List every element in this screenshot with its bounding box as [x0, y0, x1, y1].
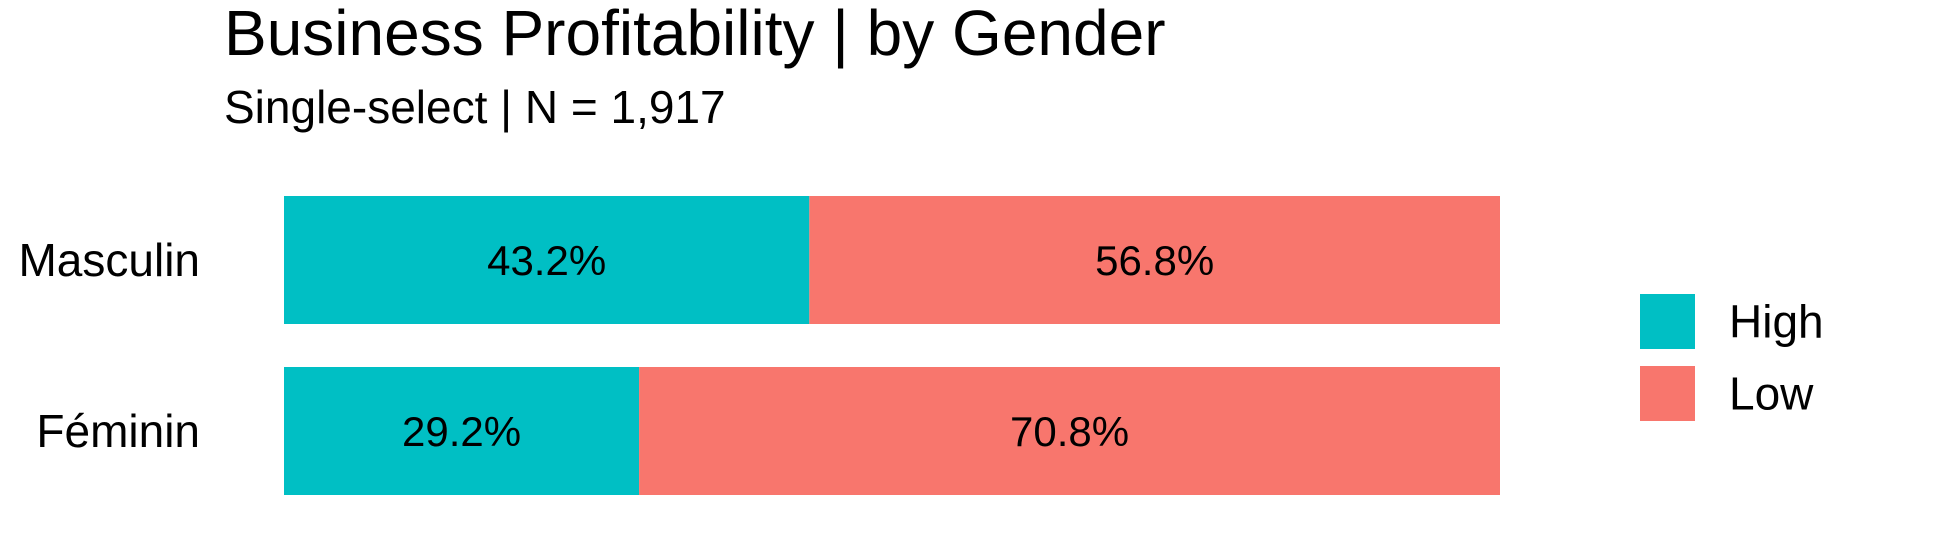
- chart-subtitle: Single-select | N = 1,917: [224, 81, 726, 133]
- bar-masculin-high: [284, 196, 810, 324]
- category-label-masculin: Masculin: [18, 234, 200, 286]
- bar-feminin-low: [639, 367, 1500, 495]
- data-label-feminin-low: 70.8%: [1010, 408, 1129, 455]
- legend-label-low: Low: [1729, 368, 1814, 420]
- bar-masculin-low: [809, 196, 1500, 324]
- legend-swatch-low: [1640, 366, 1695, 421]
- bar-feminin-high: [284, 367, 640, 495]
- data-label-feminin-high: 29.2%: [402, 408, 521, 455]
- chart-title: Business Profitability | by Gender: [224, 0, 1166, 69]
- legend-label-high: High: [1729, 296, 1824, 348]
- category-label-feminin: Féminin: [36, 405, 200, 457]
- data-label-masculin-high: 43.2%: [487, 237, 606, 284]
- legend-swatch-high: [1640, 294, 1695, 349]
- data-label-masculin-low: 56.8%: [1095, 237, 1214, 284]
